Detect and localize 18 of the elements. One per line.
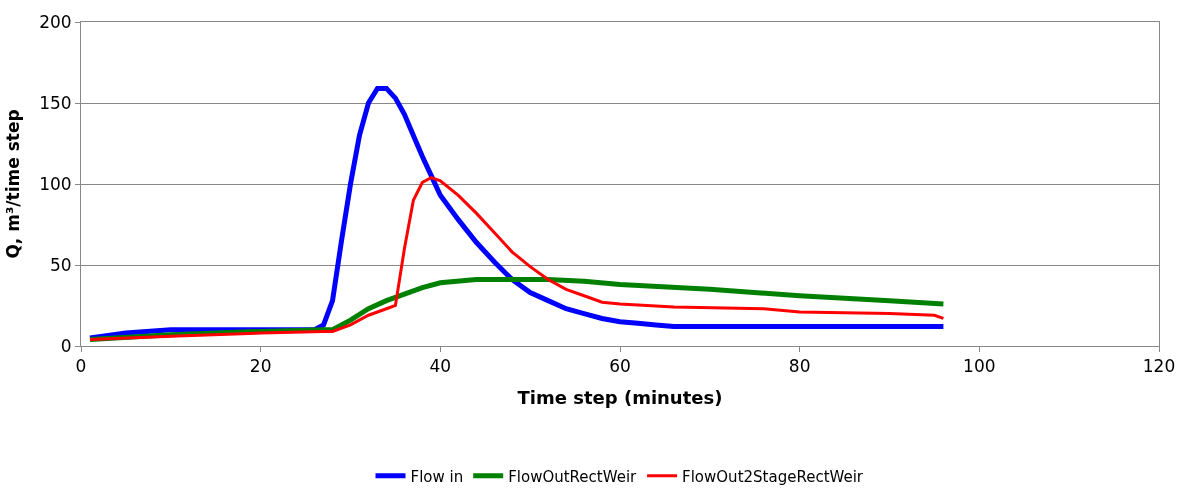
x-tick-label: 60 (609, 356, 631, 377)
y-axis-title: Q, m³/time step (2, 109, 23, 259)
y-tick-label: 0 (60, 335, 72, 356)
y-tick-label: 100 (39, 173, 72, 194)
x-tick-label: 120 (1142, 356, 1176, 377)
legend-label: FlowOutRectWeir (508, 467, 638, 486)
y-tick-label: 50 (49, 254, 72, 275)
line-series (88, 176, 945, 342)
x-tick-label: 20 (249, 356, 272, 377)
x-axis-title: Time step (minutes) (517, 386, 723, 408)
y-tick-label: 150 (39, 92, 72, 113)
y-tick-label: 200 (39, 11, 72, 32)
x-tick-label: 100 (963, 356, 996, 377)
x-tick-label: 80 (788, 356, 811, 377)
x-tick-label: 40 (429, 356, 452, 377)
x-tick-label: 0 (75, 356, 87, 377)
legend-label: FlowOut2StageRectWeir (682, 467, 864, 486)
legend-label: Flow in (410, 467, 464, 486)
